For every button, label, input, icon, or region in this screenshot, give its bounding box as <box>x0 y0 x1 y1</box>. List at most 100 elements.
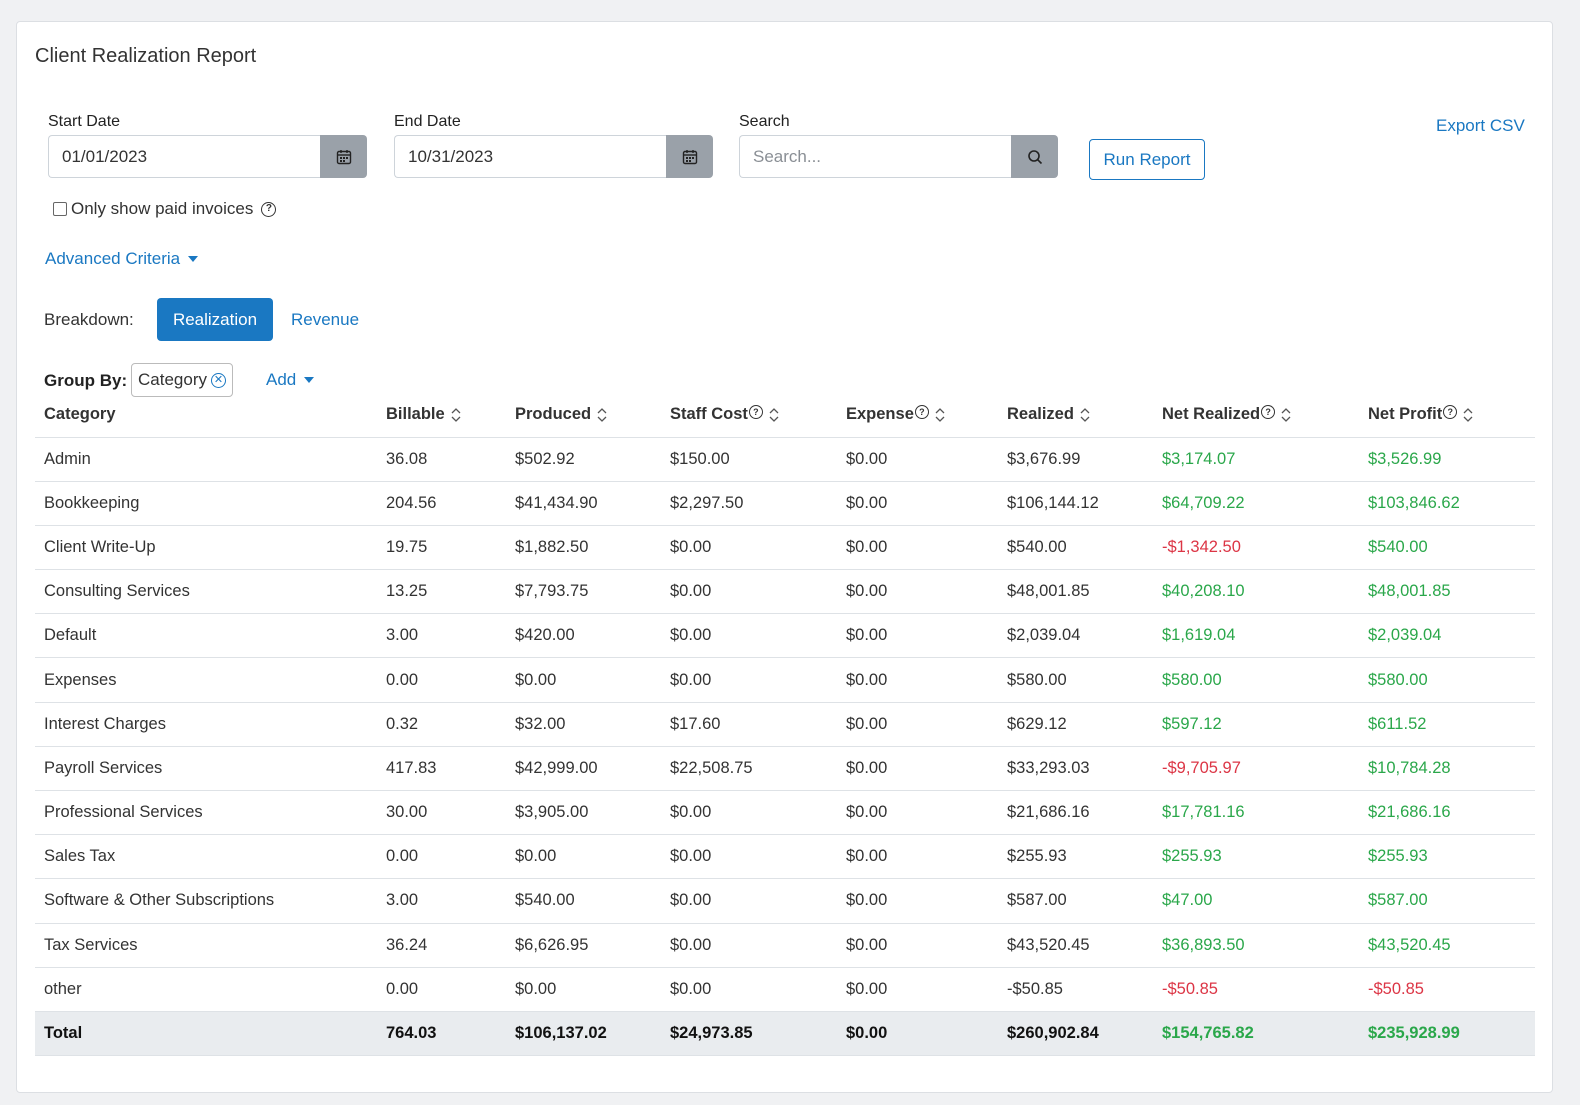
caret-down-icon <box>304 377 315 383</box>
total-cell-expense: $0.00 <box>837 1011 998 1056</box>
cell-billable: 0.00 <box>377 657 506 703</box>
cell-realized: $43,520.45 <box>998 923 1153 968</box>
cell-produced: $502.92 <box>506 437 661 482</box>
cell-produced: $0.00 <box>506 967 661 1012</box>
cell-billable: 36.24 <box>377 923 506 968</box>
cell-realized: $255.93 <box>998 834 1153 880</box>
help-icon[interactable]: ? <box>1443 405 1458 420</box>
total-cell-net-realized: $154,765.82 <box>1153 1011 1359 1056</box>
cell-expense: $0.00 <box>837 569 998 615</box>
sort-icon <box>1463 407 1473 422</box>
table-row: Consulting Services 13.25 $7,793.75 $0.00 $0… <box>35 569 1535 615</box>
cell-net-profit: $48,001.85 <box>1359 569 1535 615</box>
total-cell-net-profit: $235,928.99 <box>1359 1011 1535 1056</box>
cell-category: Consulting Services <box>35 569 377 615</box>
cell-net-realized: $17,781.16 <box>1153 790 1359 836</box>
export-csv-link[interactable]: Export CSV <box>1436 116 1525 135</box>
cell-expense: $0.00 <box>837 613 998 659</box>
cell-category: Expenses <box>35 657 377 703</box>
help-icon[interactable]: ? <box>748 405 763 420</box>
group-by-add-button[interactable]: Add <box>266 370 315 390</box>
help-icon[interactable]: ? <box>1261 405 1276 420</box>
cell-category: Client Write-Up <box>35 525 377 571</box>
cell-net-profit: $540.00 <box>1359 525 1535 571</box>
table-row: other 0.00 $0.00 $0.00 $0.00 -$50.85 -$50.85 -$… <box>35 967 1535 1012</box>
start-date-calendar-button[interactable] <box>320 135 367 178</box>
run-report-button[interactable]: Run Report <box>1089 139 1205 180</box>
cell-billable: 0.00 <box>377 967 506 1012</box>
cell-category: Professional Services <box>35 790 377 836</box>
col-header-produced[interactable]: Produced <box>506 393 661 438</box>
cell-net-profit: $255.93 <box>1359 834 1535 880</box>
sort-icon <box>769 407 779 422</box>
col-header-net-profit[interactable]: Net Profit? <box>1359 393 1535 438</box>
cell-billable: 204.56 <box>377 481 506 526</box>
cell-realized: $540.00 <box>998 525 1153 571</box>
cell-net-realized: $40,208.10 <box>1153 569 1359 615</box>
cell-expense: $0.00 <box>837 878 998 924</box>
cell-produced: $6,626.95 <box>506 923 661 968</box>
col-header-expense[interactable]: Expense? <box>837 393 998 438</box>
cell-realized: $629.12 <box>998 702 1153 747</box>
cell-produced: $41,434.90 <box>506 481 661 526</box>
advanced-criteria-toggle[interactable]: Advanced Criteria <box>45 249 199 269</box>
table-row: Expenses 0.00 $0.00 $0.00 $0.00 $580.00 $580.0… <box>35 657 1535 703</box>
cell-expense: $0.00 <box>837 481 998 526</box>
report-table: Category Billable Produced Staff Cost? E… <box>35 393 1535 1056</box>
col-header-realized[interactable]: Realized <box>998 393 1153 438</box>
sort-icon <box>1080 407 1090 422</box>
breakdown-revenue-button[interactable]: Revenue <box>291 310 360 329</box>
cell-net-profit: $10,784.28 <box>1359 746 1535 792</box>
cell-expense: $0.00 <box>837 525 998 571</box>
help-icon[interactable]: ? <box>261 201 277 217</box>
paid-only-checkbox[interactable] <box>53 202 67 216</box>
table-row: Client Write-Up 19.75 $1,882.50 $0.00 $0.00 $… <box>35 525 1535 571</box>
cell-produced: $0.00 <box>506 834 661 880</box>
caret-down-icon <box>188 256 199 262</box>
col-header-net-realized[interactable]: Net Realized? <box>1153 393 1359 438</box>
col-header-billable[interactable]: Billable <box>377 393 506 438</box>
end-date-group: 10/31/2023 <box>394 135 713 178</box>
total-cell-billable: 764.03 <box>377 1011 506 1056</box>
cell-net-realized: $47.00 <box>1153 878 1359 924</box>
table-row: Default 3.00 $420.00 $0.00 $0.00 $2,039.04 $1,… <box>35 613 1535 659</box>
search-input[interactable]: Search... <box>739 135 1011 178</box>
cell-billable: 0.32 <box>377 702 506 747</box>
search-button[interactable] <box>1011 135 1058 178</box>
cell-billable: 13.25 <box>377 569 506 615</box>
cell-net-profit: $21,686.16 <box>1359 790 1535 836</box>
end-date-input[interactable]: 10/31/2023 <box>394 135 666 178</box>
cell-realized: $580.00 <box>998 657 1153 703</box>
cell-produced: $540.00 <box>506 878 661 924</box>
group-by-label: Group By: <box>44 371 128 390</box>
start-date-input[interactable]: 01/01/2023 <box>48 135 320 178</box>
help-icon[interactable]: ? <box>914 405 929 420</box>
group-by-chip: Category ✕ <box>131 363 233 397</box>
search-icon <box>1027 149 1042 164</box>
search-group: Search... <box>739 135 1058 178</box>
cell-net-profit: $611.52 <box>1359 702 1535 747</box>
cell-category: Interest Charges <box>35 702 377 747</box>
cell-produced: $42,999.00 <box>506 746 661 792</box>
cell-staff-cost: $0.00 <box>661 613 837 659</box>
breakdown-realization-button[interactable]: Realization <box>157 298 273 341</box>
table-header-row: Category Billable Produced Staff Cost? E… <box>35 393 1535 438</box>
cell-category: Bookkeeping <box>35 481 377 526</box>
cell-billable: 417.83 <box>377 746 506 792</box>
page-title: Client Realization Report <box>35 45 257 67</box>
cell-produced: $0.00 <box>506 657 661 703</box>
table-row: Professional Services 30.00 $3,905.00 $0.00… <box>35 790 1535 836</box>
advanced-criteria-label: Advanced Criteria <box>45 249 181 268</box>
cell-staff-cost: $0.00 <box>661 525 837 571</box>
remove-circle-icon[interactable]: ✕ <box>210 372 226 388</box>
cell-realized: $2,039.04 <box>998 613 1153 659</box>
table-body: Admin 36.08 $502.92 $150.00 $0.00 $3,676.99 $3… <box>35 437 1535 1056</box>
sort-icon <box>1281 407 1291 422</box>
end-date-calendar-button[interactable] <box>666 135 713 178</box>
cell-billable: 30.00 <box>377 790 506 836</box>
cell-staff-cost: $0.00 <box>661 569 837 615</box>
col-header-staff-cost[interactable]: Staff Cost? <box>661 393 837 438</box>
cell-realized: $3,676.99 <box>998 437 1153 482</box>
cell-net-realized: $580.00 <box>1153 657 1359 703</box>
cell-net-realized: $3,174.07 <box>1153 437 1359 482</box>
